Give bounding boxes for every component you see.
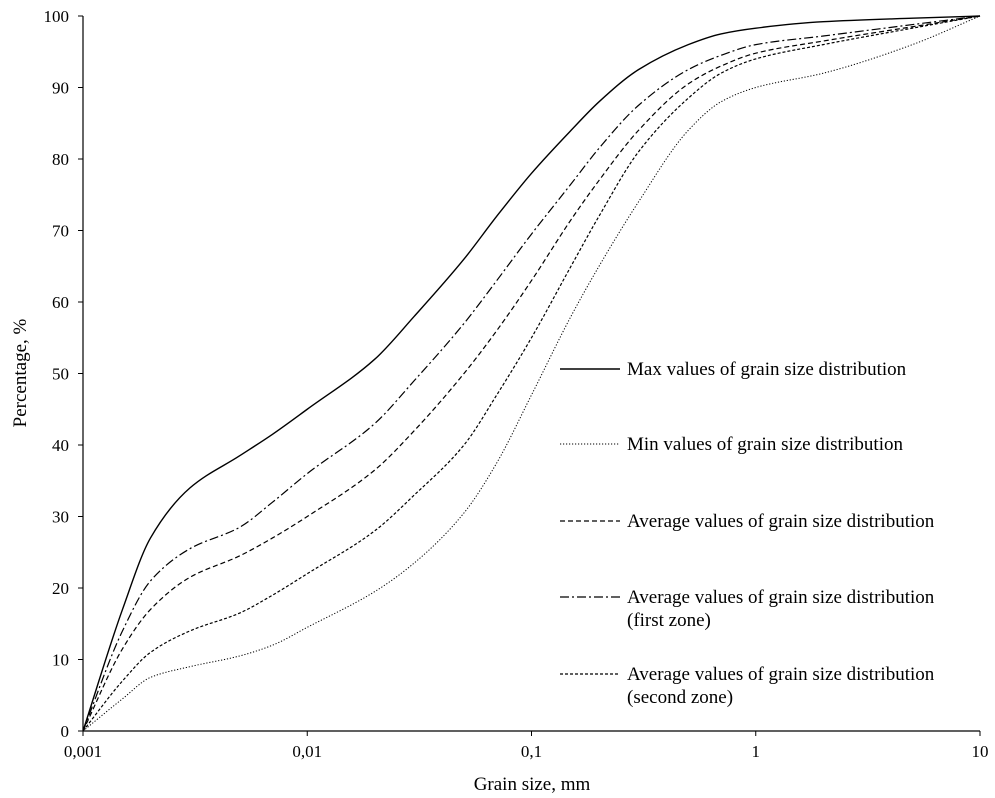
y-tick-label: 40 [52,436,69,455]
x-tick-label: 1 [752,742,761,761]
legend-label-3: Average values of grain size distributio… [627,511,935,532]
y-tick-label: 0 [61,722,70,741]
axes: 0 10 20 30 40 50 60 70 80 90 100 0,001 0,01 0,1 1 10 [44,7,989,761]
legend-label-5: (second zone) [627,687,733,708]
y-tick-label: 80 [52,150,69,169]
series-line-2 [82,15,981,732]
y-tick-label: 60 [52,293,69,312]
x-tick-label: 0,001 [64,742,102,761]
x-tick-label: 0,01 [292,742,322,761]
legend-label-2: Min values of grain size distribution [627,434,903,455]
x-axis-title: Grain size, mm [474,774,591,795]
y-tick-label: 100 [44,7,70,26]
y-tick-label: 20 [52,579,69,598]
y-tick-label: 30 [52,508,69,527]
series-group [82,15,981,732]
y-axis-title: Percentage, % [10,318,31,427]
y-tick-label: 10 [52,651,69,670]
legend-label-1: Max values of grain size distribution [627,359,907,380]
series-line-3 [82,15,981,732]
series-line-1 [82,15,981,732]
series-line-4 [82,15,981,732]
y-tick-label: 90 [52,79,69,98]
legend-label-4: Average values of grain size distributio… [627,587,935,608]
y-tick-label: 50 [52,365,69,384]
legend-label-4: (first zone) [627,610,711,631]
legend-label-5: Average values of grain size distributio… [627,664,935,685]
y-tick-label: 70 [52,222,69,241]
legend: Max values of grain size distribution Min… [560,359,935,708]
x-tick-label: 0,1 [521,742,542,761]
series-line-5 [82,15,981,732]
x-tick-label: 10 [972,742,989,761]
